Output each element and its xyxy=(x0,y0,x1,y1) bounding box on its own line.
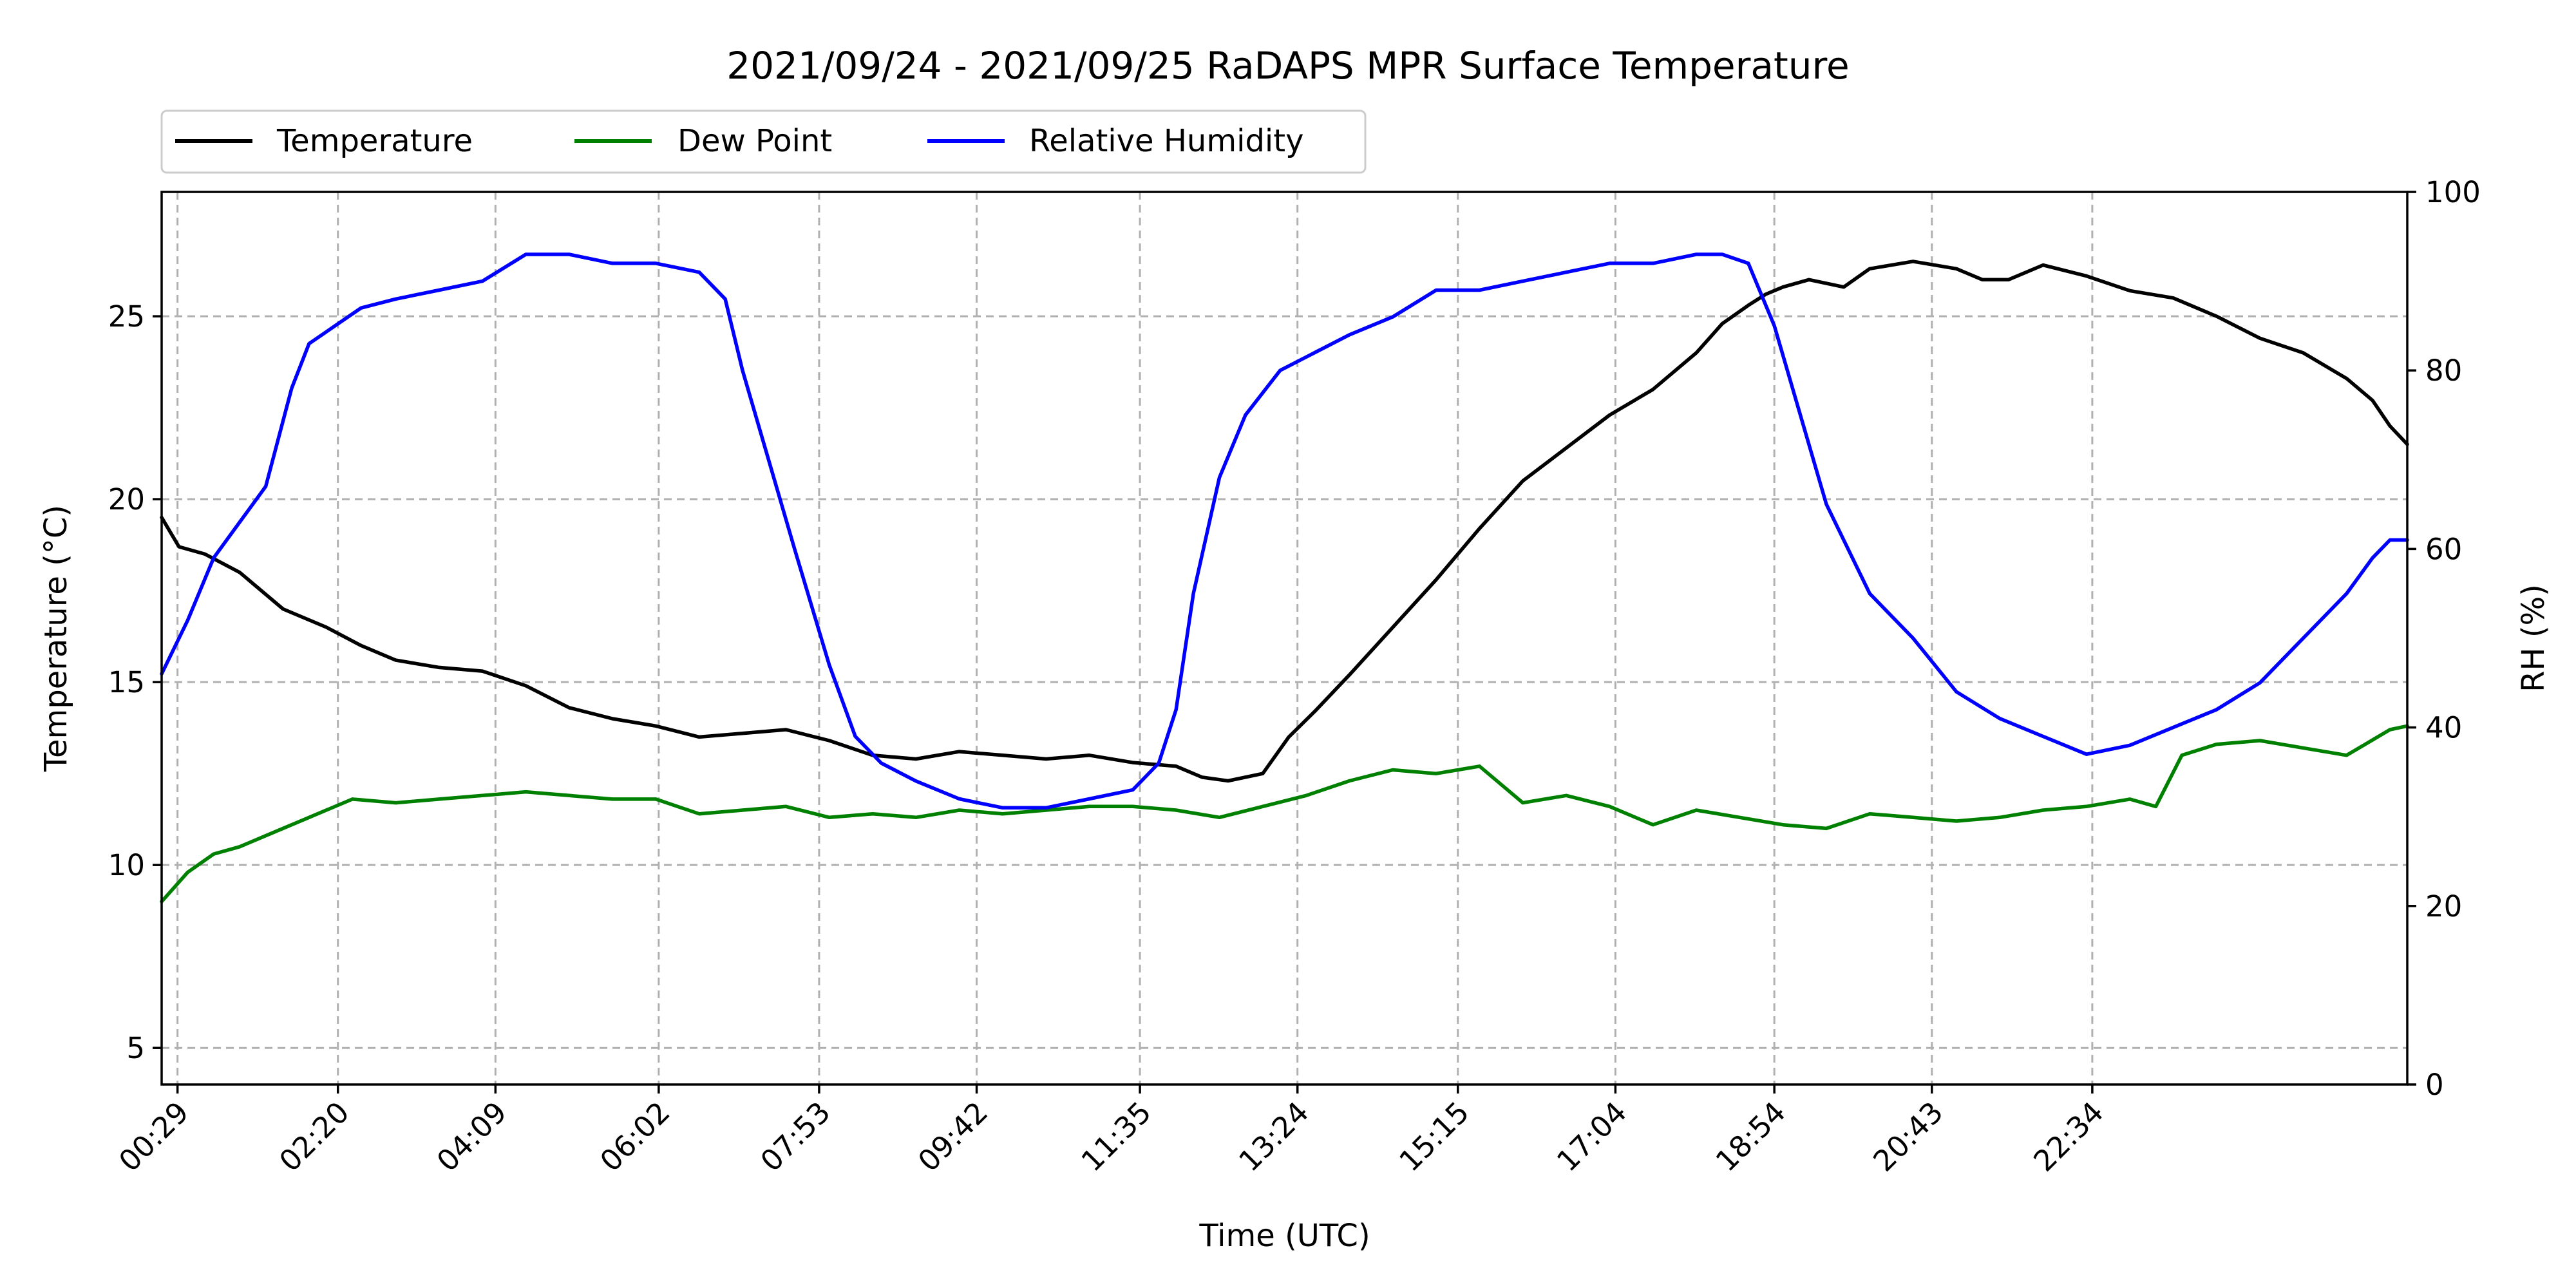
y-right-tick-label: 60 xyxy=(2425,532,2462,566)
series-line-temperature xyxy=(160,260,2409,783)
legend-label-temperature: Temperature xyxy=(276,123,473,159)
y-right-tick-label: 20 xyxy=(2425,889,2462,923)
y-axis-left: 5 10 15 20 25 xyxy=(108,299,162,1065)
y-left-tick-label: 10 xyxy=(108,848,145,882)
grid-lines xyxy=(162,192,2407,1084)
series-layer xyxy=(160,252,2409,904)
plot-frame xyxy=(160,191,2409,1086)
y-axis-left-label: Temperature (°C) xyxy=(38,505,74,772)
y-right-tick-label: 0 xyxy=(2425,1068,2444,1102)
y-left-tick-label: 15 xyxy=(108,665,145,699)
y-axis-right-label: RH (%) xyxy=(2515,584,2552,692)
legend: Temperature Dew Point Relative Humidity xyxy=(160,109,1367,174)
y-axis-right: 0 20 40 60 80 100 xyxy=(2407,175,2481,1102)
y-left-tick-label: 20 xyxy=(108,482,145,516)
y-right-tick-label: 40 xyxy=(2425,711,2462,745)
series-line-dew-point xyxy=(160,724,2409,904)
y-right-tick-label: 100 xyxy=(2425,175,2481,209)
legend-label-dew-point: Dew Point xyxy=(677,123,832,159)
y-left-tick-label: 25 xyxy=(108,299,145,334)
y-left-tick-label: 5 xyxy=(126,1031,145,1065)
legend-label-relative-humidity: Relative Humidity xyxy=(1029,123,1303,159)
legend-box xyxy=(160,109,1367,174)
chart-title: 2021/09/24 - 2021/09/25 RaDAPS MPR Surfa… xyxy=(726,44,1849,88)
x-axis-label: Time (UTC) xyxy=(1198,1218,1370,1254)
y-right-tick-label: 80 xyxy=(2425,354,2462,388)
series-line-relative-humidity xyxy=(160,252,2409,810)
